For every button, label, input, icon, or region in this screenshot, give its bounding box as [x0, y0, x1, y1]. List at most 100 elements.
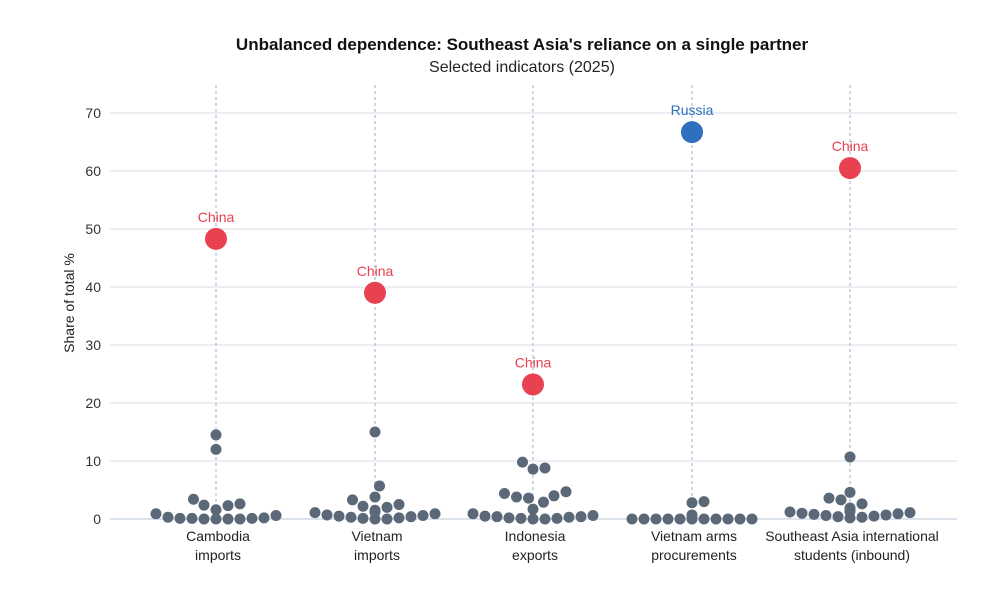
partner-point	[662, 513, 674, 525]
partner-point	[527, 463, 539, 475]
partner-point	[186, 512, 198, 524]
y-tick-label: 40	[85, 279, 101, 295]
partner-point	[686, 509, 698, 521]
partner-point	[539, 462, 551, 474]
partner-point	[357, 512, 369, 524]
leader-points: China China China Russia China	[198, 102, 869, 396]
category-label: imports	[354, 547, 400, 563]
partner-point	[563, 511, 575, 523]
data-points	[150, 426, 916, 525]
partner-point	[560, 486, 572, 498]
partner-point	[538, 496, 549, 508]
category-label: Southeast Asia international	[765, 528, 939, 544]
partner-point	[823, 492, 835, 504]
partner-point	[856, 498, 868, 510]
partner-point	[904, 507, 916, 519]
leader-label: China	[832, 138, 869, 154]
partner-point	[796, 507, 808, 519]
partner-point	[880, 509, 892, 521]
partner-point	[686, 497, 698, 509]
y-tick-label: 0	[93, 511, 101, 527]
partner-point	[369, 504, 381, 516]
partner-point	[188, 493, 199, 505]
partner-point	[381, 501, 393, 513]
partner-point	[234, 513, 246, 525]
partner-point	[698, 513, 710, 525]
partner-point	[832, 511, 844, 523]
partner-point	[698, 496, 710, 508]
category-labels: Cambodia imports Vietnam imports Indonesia ex…	[186, 528, 939, 563]
category-label: Indonesia	[505, 528, 566, 544]
partner-point	[539, 513, 551, 525]
partner-point	[246, 512, 258, 524]
partner-point	[210, 443, 222, 455]
leader-label: Russia	[671, 102, 714, 118]
category-label: Vietnam	[351, 528, 402, 544]
partner-point	[357, 500, 369, 512]
partner-point	[222, 500, 234, 512]
partner-point	[369, 491, 381, 503]
partner-point	[374, 480, 385, 492]
partner-point	[515, 512, 527, 524]
partner-point	[393, 512, 405, 524]
category-label: procurements	[651, 547, 737, 563]
partner-point	[674, 513, 686, 525]
partner-point	[808, 508, 820, 520]
y-tick-label: 10	[85, 453, 101, 469]
partner-point	[210, 429, 222, 441]
partner-point	[369, 426, 381, 438]
partner-point	[393, 499, 405, 510]
partner-point	[162, 511, 174, 523]
partner-point	[198, 499, 210, 511]
partner-point	[210, 513, 222, 525]
partner-point	[638, 513, 650, 525]
partner-point	[198, 513, 210, 525]
category-guides	[215, 85, 851, 519]
partner-point	[892, 508, 904, 520]
partner-point	[587, 510, 599, 522]
y-tick-label: 30	[85, 337, 101, 353]
y-tick-label: 60	[85, 163, 101, 179]
partner-point	[258, 512, 270, 524]
partner-point	[511, 491, 522, 503]
partner-point	[381, 513, 393, 525]
partner-point	[527, 503, 539, 515]
partner-point	[210, 504, 222, 516]
leader-point	[839, 157, 861, 180]
leader-point	[681, 121, 703, 144]
partner-point	[575, 511, 587, 523]
leader-label: China	[198, 209, 235, 225]
y-tick-label: 70	[85, 105, 101, 121]
partner-point	[844, 451, 856, 463]
chart-title: Unbalanced dependence: Southeast Asia's …	[236, 35, 809, 54]
partner-point	[746, 513, 758, 525]
partner-point	[523, 492, 534, 504]
category-label: Cambodia	[186, 528, 250, 544]
partner-point	[417, 510, 429, 522]
partner-point	[174, 512, 186, 524]
category-label: exports	[512, 547, 558, 563]
partner-point	[234, 498, 246, 510]
partner-point	[626, 513, 638, 525]
partner-point	[844, 486, 856, 498]
y-axis-ticks: 0 10 20 30 40 50 60 70	[85, 105, 101, 527]
leader-label: China	[357, 263, 394, 279]
y-axis-label: Share of total %	[61, 253, 77, 353]
partner-point	[548, 490, 560, 502]
category-label: imports	[195, 547, 241, 563]
partner-point	[499, 487, 510, 499]
chart-subtitle: Selected indicators (2025)	[429, 59, 615, 76]
leader-point	[522, 373, 544, 396]
partner-point	[551, 512, 563, 524]
leader-point	[205, 227, 227, 250]
partner-point	[835, 494, 847, 506]
partner-point	[345, 511, 357, 523]
category-label: students (inbound)	[794, 547, 910, 563]
partner-point	[321, 509, 333, 521]
partner-point	[222, 513, 234, 525]
partner-point	[309, 507, 321, 519]
leader-point	[364, 281, 386, 304]
partner-point	[734, 513, 746, 525]
partner-point	[710, 513, 722, 525]
